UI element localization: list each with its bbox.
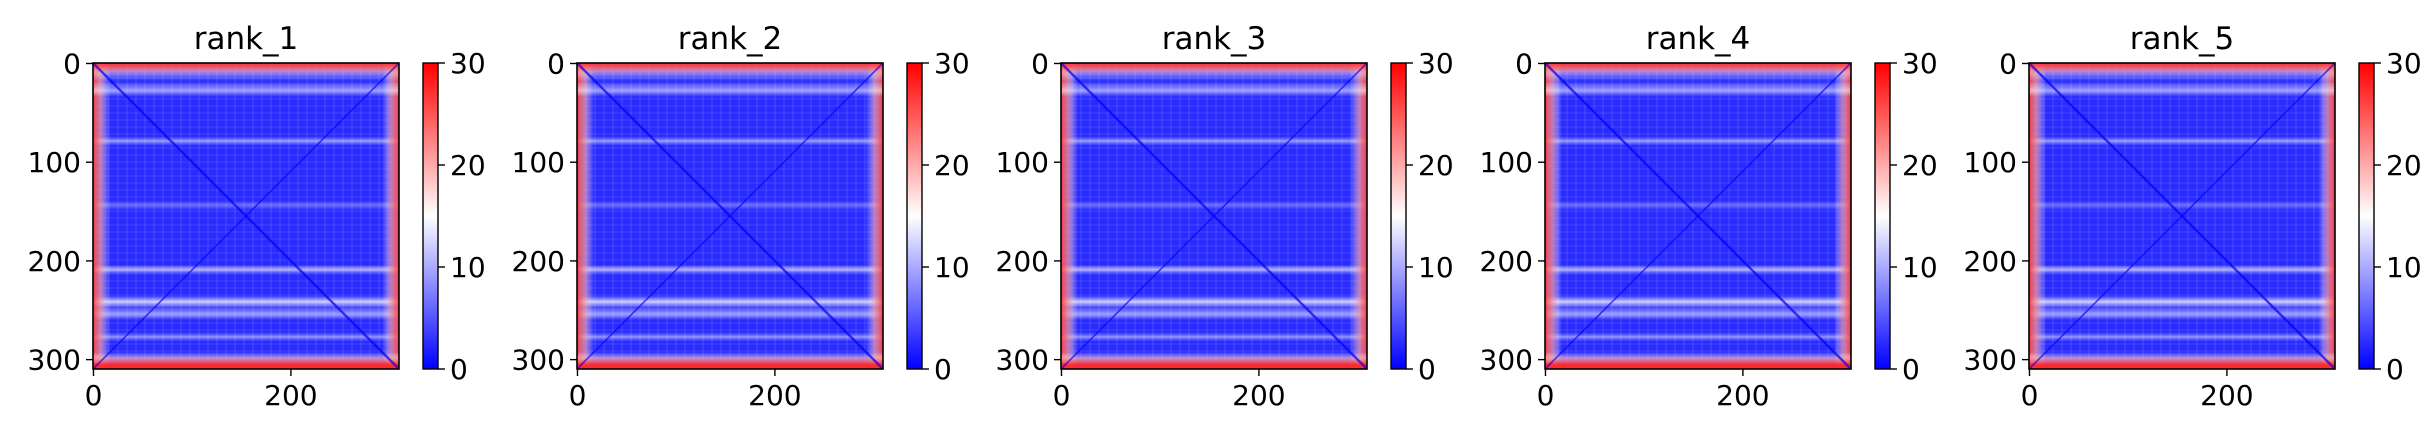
axes-frame	[2028, 62, 2336, 370]
colorbar-gradient	[2359, 63, 2374, 369]
y-tick-label: 300	[996, 344, 1049, 377]
colorbar-tick-label: 10	[1902, 251, 1938, 284]
x-tick-label: 200	[1232, 379, 1285, 412]
heatmap-image	[2028, 62, 2336, 370]
x-tick-label: 200	[1716, 379, 1769, 412]
colorbar: 0 10 20 30	[2358, 47, 2422, 386]
colorbar-gradient	[423, 63, 438, 369]
x-tick-label: 200	[264, 379, 317, 412]
x-tick-label: 200	[2200, 379, 2253, 412]
colorbar: 0 10 20 30	[906, 47, 970, 386]
colorbar-tick-label: 30	[1902, 47, 1938, 80]
colorbar-gradient	[1391, 63, 1406, 369]
y-tick-label: 300	[1480, 344, 1533, 377]
axes-frame	[1060, 62, 1368, 370]
colorbar: 0 10 20 30	[1390, 47, 1454, 386]
y-tick-label: 0	[547, 47, 565, 80]
y-tick-label: 0	[1999, 47, 2017, 80]
axes-frame	[92, 62, 400, 370]
y-tick-label: 100	[996, 146, 1049, 179]
x-tick-label: 200	[748, 379, 801, 412]
colorbar-tick-label: 20	[1418, 149, 1454, 182]
heatmap-image	[576, 62, 884, 370]
y-tick-label: 100	[512, 146, 565, 179]
x-tick-label: 0	[569, 379, 587, 412]
heatmap-image	[1544, 62, 1852, 370]
y-tick-label: 100	[1480, 146, 1533, 179]
colorbar-tick-label: 0	[1418, 353, 1436, 386]
y-tick-label: 200	[1964, 245, 2017, 278]
colorbar-gradient	[907, 63, 922, 369]
colorbar-tick-label: 20	[934, 149, 970, 182]
colorbar: 0 10 20 30	[1874, 47, 1938, 386]
colorbar-tick-label: 20	[2386, 149, 2422, 182]
x-tick-label: 0	[85, 379, 103, 412]
y-tick-label: 200	[28, 245, 81, 278]
y-tick-label: 200	[996, 245, 1049, 278]
y-tick-label: 300	[28, 344, 81, 377]
colorbar-tick-label: 10	[2386, 251, 2422, 284]
colorbar-tick-label: 10	[934, 251, 970, 284]
colorbar-tick-label: 0	[934, 353, 952, 386]
y-tick-label: 300	[1964, 344, 2017, 377]
panel-title: rank_4	[1646, 21, 1751, 57]
x-tick-label: 0	[1053, 379, 1071, 412]
colorbar-tick-label: 20	[450, 149, 486, 182]
heatmap-image	[1060, 62, 1368, 370]
colorbar-tick-label: 30	[934, 47, 970, 80]
axes-frame	[576, 62, 884, 370]
y-tick-label: 200	[512, 245, 565, 278]
colorbar-gradient	[1875, 63, 1890, 369]
panel-title: rank_1	[194, 21, 299, 57]
y-tick-label: 200	[1480, 245, 1533, 278]
panel-title: rank_5	[2130, 21, 2235, 57]
colorbar-tick-label: 20	[1902, 149, 1938, 182]
y-tick-label: 300	[512, 344, 565, 377]
axes-frame	[1544, 62, 1852, 370]
colorbar-tick-label: 0	[450, 353, 468, 386]
y-tick-label: 0	[1515, 47, 1533, 80]
y-tick-label: 0	[1031, 47, 1049, 80]
colorbar-tick-label: 30	[1418, 47, 1454, 80]
x-tick-label: 0	[2021, 379, 2039, 412]
y-tick-label: 0	[63, 47, 81, 80]
colorbar-tick-label: 10	[1418, 251, 1454, 284]
colorbar-tick-label: 0	[2386, 353, 2404, 386]
panel-title: rank_2	[678, 21, 783, 57]
colorbar: 0 10 20 30	[422, 47, 486, 386]
colorbar-tick-label: 0	[1902, 353, 1920, 386]
x-tick-label: 0	[1537, 379, 1555, 412]
heatmap-image	[92, 62, 400, 370]
colorbar-tick-label: 30	[2386, 47, 2422, 80]
y-tick-label: 100	[28, 146, 81, 179]
colorbar-tick-label: 10	[450, 251, 486, 284]
panel-title: rank_3	[1162, 21, 1267, 57]
colorbar-tick-label: 30	[450, 47, 486, 80]
y-tick-label: 100	[1964, 146, 2017, 179]
